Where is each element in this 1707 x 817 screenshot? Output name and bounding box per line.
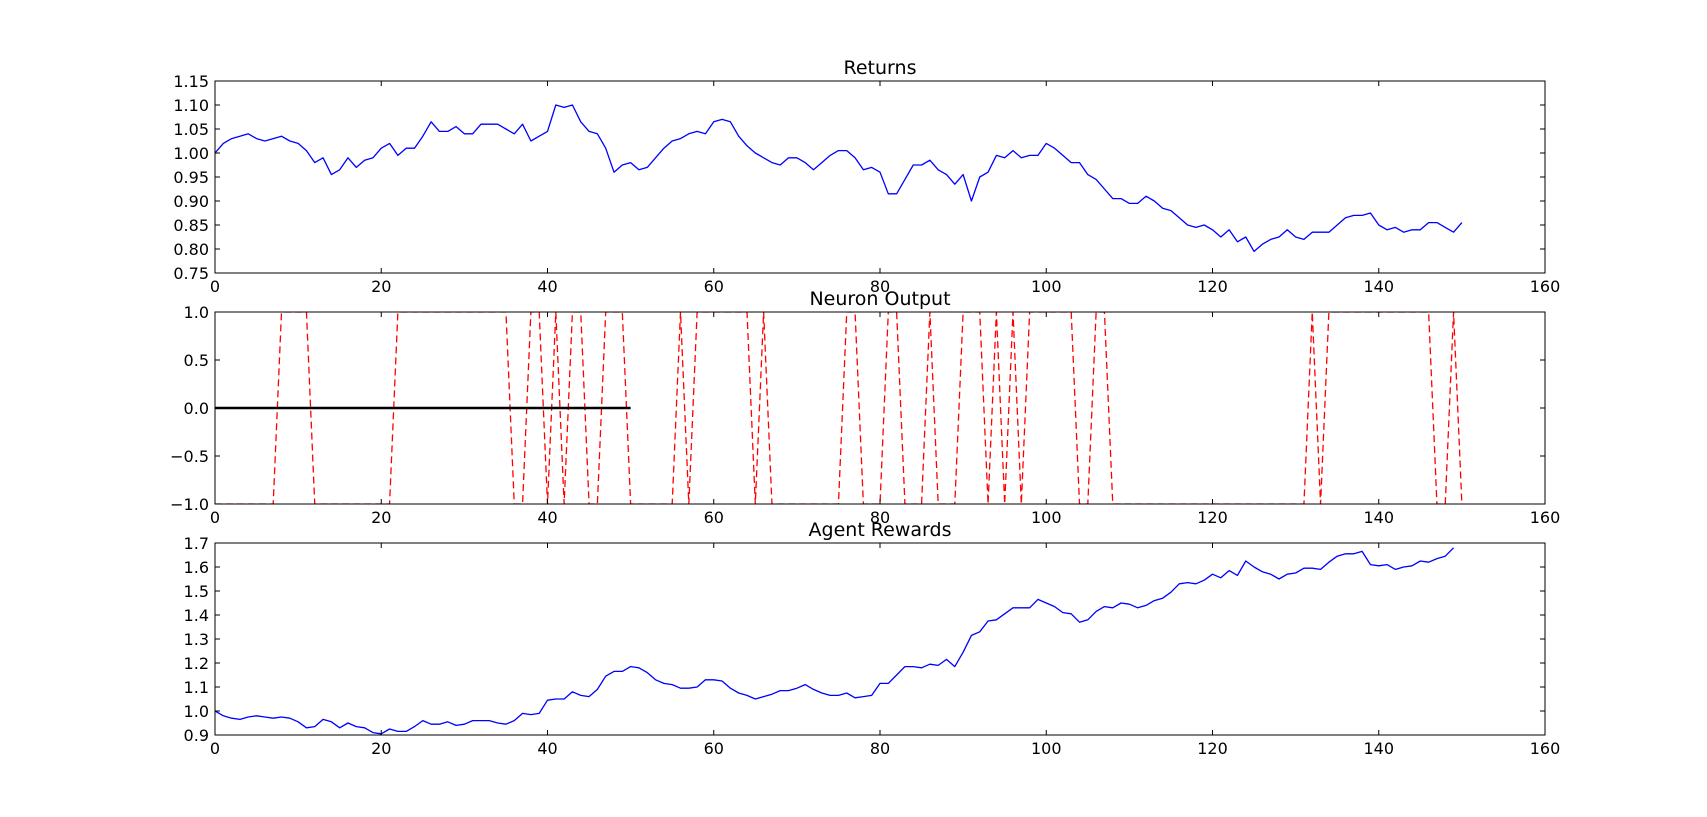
returns-y-tick-label: 0.80 <box>173 240 209 259</box>
agent-rewards-y-tick-label: 1.4 <box>184 606 209 625</box>
returns-x-tick-label: 120 <box>1197 277 1228 296</box>
neuron-output-x-tick-label: 20 <box>371 508 391 527</box>
neuron-output-y-tick-label: 0.0 <box>184 399 209 418</box>
neuron-output-x-tick-label: 60 <box>704 508 724 527</box>
returns-chart: 0 20 40 60 80 100 120 140 160 0.75 0.80 0.85 0.90 0.9… <box>173 57 1560 296</box>
agent-rewards-x-tick-label: 100 <box>1031 739 1062 758</box>
returns-x-tick-label: 160 <box>1530 277 1561 296</box>
neuron-output-y-tick-label: −1.0 <box>170 495 209 514</box>
returns-y-tick-label: 1.15 <box>173 72 209 91</box>
agent-rewards-y-tick-label: 0.9 <box>184 726 209 745</box>
agent-rewards-x-tick-label: 20 <box>371 739 391 758</box>
neuron-output-x-tick-label: 120 <box>1197 508 1228 527</box>
neuron-output-chart: 0 20 40 60 80 100 120 140 160 −1.0 −0.5 0.0 0.5 1.0 Ne… <box>170 288 1560 527</box>
returns-y-tick-label: 1.05 <box>173 120 209 139</box>
returns-series-line-0 <box>215 104 1463 253</box>
returns-x-tick-label: 100 <box>1031 277 1062 296</box>
agent-rewards-y-tick-label: 1.0 <box>184 702 209 721</box>
neuron-output-title: Neuron Output <box>809 288 950 310</box>
agent-rewards-y-tick-label: 1.5 <box>184 582 209 601</box>
neuron-output-x-tick-label: 40 <box>537 508 557 527</box>
neuron-output-y-tick-label: 0.5 <box>184 351 209 370</box>
neuron-output-x-tick-label: 160 <box>1530 508 1561 527</box>
agent-rewards-x-tick-label: 60 <box>704 739 724 758</box>
returns-y-tick-label: 0.85 <box>173 216 209 235</box>
agent-rewards-x-tick-label: 40 <box>537 739 557 758</box>
returns-x-tick-label: 80 <box>870 277 890 296</box>
agent-rewards-y-tick-label: 1.7 <box>184 534 209 553</box>
returns-y-tick-label: 0.75 <box>173 264 209 283</box>
agent-rewards-y-tick-label: 1.3 <box>184 630 209 649</box>
returns-title: Returns <box>844 57 917 79</box>
agent-rewards-x-tick-label: 160 <box>1530 739 1561 758</box>
agent-rewards-x-tick-label: 120 <box>1197 739 1228 758</box>
agent-rewards-x-tick-label: 0 <box>210 739 220 758</box>
agent-rewards-y-tick-label: 1.6 <box>184 558 209 577</box>
agent-rewards-title: Agent Rewards <box>809 519 952 541</box>
returns-y-tick-label: 1.10 <box>173 96 209 115</box>
returns-x-tick-label: 20 <box>371 277 391 296</box>
neuron-output-x-tick-label: 100 <box>1031 508 1062 527</box>
agent-rewards-x-tick-label: 140 <box>1363 739 1394 758</box>
agent-rewards-chart: 0 20 40 60 80 100 120 140 160 0.9 1.0 1.1 1.2 1.3 1.4 1… <box>184 519 1561 758</box>
returns-x-tick-label: 60 <box>704 277 724 296</box>
returns-x-tick-label: 140 <box>1363 277 1394 296</box>
returns-y-tick-label: 0.90 <box>173 192 209 211</box>
returns-y-tick-label: 0.95 <box>173 168 209 187</box>
agent-rewards-y-tick-label: 1.2 <box>184 654 209 673</box>
neuron-output-x-tick-label: 0 <box>210 508 220 527</box>
neuron-output-x-tick-label: 80 <box>870 508 890 527</box>
neuron-output-x-tick-label: 140 <box>1363 508 1394 527</box>
neuron-output-y-tick-label: 1.0 <box>184 303 209 322</box>
agent-rewards-y-tick-label: 1.1 <box>184 678 209 697</box>
returns-axes-frame <box>214 80 1546 274</box>
agent-rewards-x-tick-label: 80 <box>870 739 890 758</box>
agent-rewards-axes-frame <box>214 542 1546 736</box>
returns-x-tick-label: 0 <box>210 277 220 296</box>
returns-y-tick-label: 1.00 <box>173 144 209 163</box>
returns-x-tick-label: 40 <box>537 277 557 296</box>
neuron-output-y-tick-label: −0.5 <box>170 447 209 466</box>
agent-rewards-series-line-0 <box>215 547 1455 735</box>
